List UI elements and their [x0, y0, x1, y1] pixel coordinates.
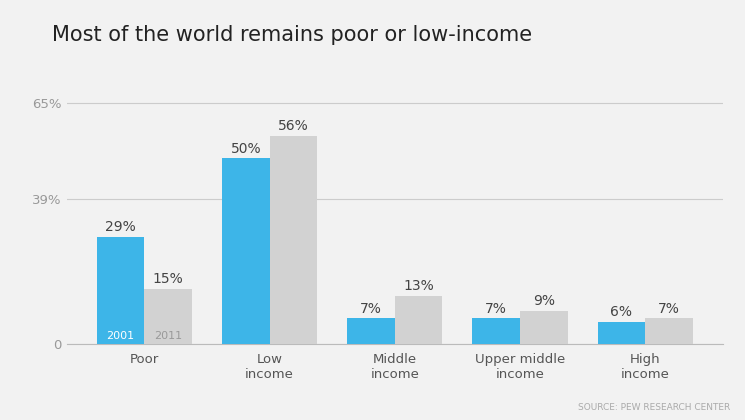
Bar: [597, 322, 645, 344]
Bar: [97, 236, 145, 344]
Text: 2001: 2001: [107, 331, 135, 341]
Text: 9%: 9%: [533, 294, 555, 308]
Text: SOURCE: PEW RESEARCH CENTER: SOURCE: PEW RESEARCH CENTER: [578, 403, 730, 412]
Bar: [347, 318, 395, 344]
Text: 7%: 7%: [360, 302, 382, 316]
Text: 50%: 50%: [230, 142, 261, 156]
Text: 7%: 7%: [658, 302, 680, 316]
Bar: [222, 158, 270, 344]
Text: 2011: 2011: [154, 331, 183, 341]
Text: 7%: 7%: [485, 302, 507, 316]
Bar: [395, 296, 443, 344]
Text: Most of the world remains poor or low-income: Most of the world remains poor or low-in…: [52, 25, 532, 45]
Bar: [520, 311, 568, 344]
Text: 56%: 56%: [278, 119, 309, 134]
Text: 13%: 13%: [403, 279, 434, 294]
Bar: [145, 289, 192, 344]
Text: 15%: 15%: [153, 272, 183, 286]
Text: 6%: 6%: [610, 305, 633, 320]
Bar: [472, 318, 520, 344]
Bar: [645, 318, 693, 344]
Bar: [270, 136, 317, 344]
Text: 29%: 29%: [105, 220, 136, 234]
